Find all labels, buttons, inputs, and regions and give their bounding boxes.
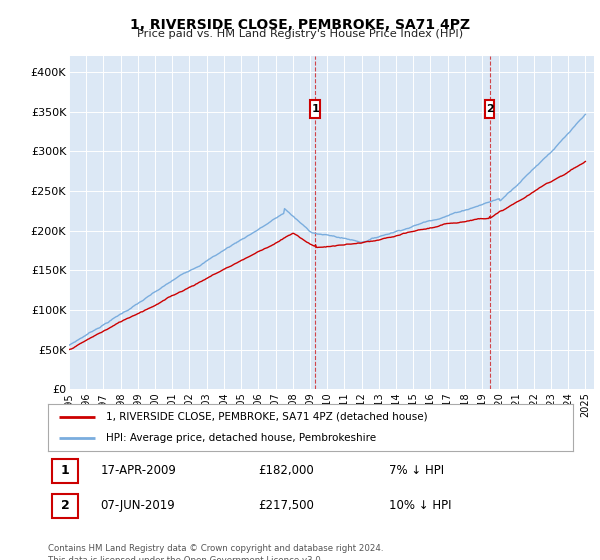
Text: 17-APR-2009: 17-APR-2009 bbox=[101, 464, 176, 478]
Text: 1: 1 bbox=[61, 464, 70, 478]
Text: 2: 2 bbox=[486, 104, 494, 114]
Text: HPI: Average price, detached house, Pembrokeshire: HPI: Average price, detached house, Pemb… bbox=[106, 433, 376, 444]
Text: Price paid vs. HM Land Registry's House Price Index (HPI): Price paid vs. HM Land Registry's House … bbox=[137, 29, 463, 39]
FancyBboxPatch shape bbox=[485, 100, 494, 118]
Text: 1, RIVERSIDE CLOSE, PEMBROKE, SA71 4PZ (detached house): 1, RIVERSIDE CLOSE, PEMBROKE, SA71 4PZ (… bbox=[106, 412, 427, 422]
Text: 1: 1 bbox=[311, 104, 319, 114]
FancyBboxPatch shape bbox=[310, 100, 320, 118]
Text: 1, RIVERSIDE CLOSE, PEMBROKE, SA71 4PZ: 1, RIVERSIDE CLOSE, PEMBROKE, SA71 4PZ bbox=[130, 18, 470, 32]
Text: Contains HM Land Registry data © Crown copyright and database right 2024.
This d: Contains HM Land Registry data © Crown c… bbox=[48, 544, 383, 560]
Text: 7% ↓ HPI: 7% ↓ HPI bbox=[389, 464, 445, 478]
Text: £182,000: £182,000 bbox=[258, 464, 314, 478]
Text: 2: 2 bbox=[61, 499, 70, 512]
Text: 07-JUN-2019: 07-JUN-2019 bbox=[101, 499, 175, 512]
FancyBboxPatch shape bbox=[52, 493, 79, 518]
FancyBboxPatch shape bbox=[52, 459, 79, 483]
Text: 10% ↓ HPI: 10% ↓ HPI bbox=[389, 499, 452, 512]
Text: £217,500: £217,500 bbox=[258, 499, 314, 512]
